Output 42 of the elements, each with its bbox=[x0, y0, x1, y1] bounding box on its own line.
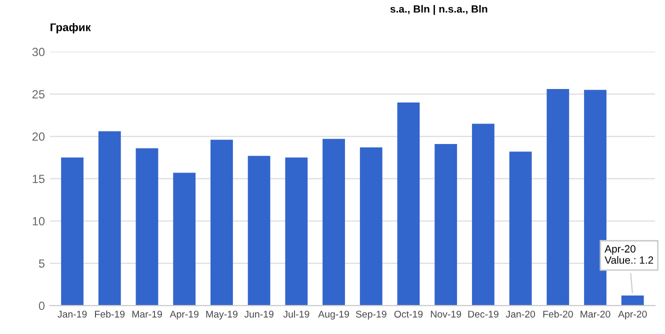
x-tick-label: Jun-19 bbox=[244, 310, 274, 318]
x-tick-label: Apr-20 bbox=[618, 310, 647, 320]
x-tick-label: Dec-19 bbox=[468, 310, 498, 318]
x-tick-label: Feb-20 bbox=[543, 310, 573, 318]
x-tick-label: Oct-19 bbox=[394, 310, 423, 318]
bar bbox=[173, 172, 196, 306]
x-tick-label: Mar-19 bbox=[132, 310, 162, 318]
bar bbox=[210, 140, 233, 306]
x-tick-label: Mar-20 bbox=[580, 310, 610, 318]
bar bbox=[397, 102, 420, 306]
y-tick-label: 5 bbox=[38, 259, 45, 268]
y-tick-label: 15 bbox=[32, 174, 45, 184]
bar bbox=[584, 90, 606, 306]
bar bbox=[248, 156, 270, 306]
x-tick-label: Jul-19 bbox=[283, 310, 310, 318]
y-tick-label: 20 bbox=[32, 132, 45, 141]
bar bbox=[61, 158, 84, 306]
bar bbox=[546, 89, 570, 306]
bar bbox=[322, 138, 345, 306]
annotation: Apr-20 Value.: 1.2 bbox=[604, 245, 654, 264]
y-tick-label: 25 bbox=[32, 90, 45, 98]
y-tick-label: 30 bbox=[32, 48, 45, 56]
x-tick-label: Jan-19 bbox=[58, 310, 87, 318]
x-tick-label: Sep-19 bbox=[356, 310, 386, 320]
bar bbox=[136, 148, 158, 306]
bar bbox=[472, 124, 494, 306]
y-tick-label: 10 bbox=[32, 217, 45, 226]
x-tick-label: May-19 bbox=[206, 310, 238, 320]
chart-subtitle: s.a., Bln | n.s.a., Bln bbox=[390, 5, 488, 15]
bar bbox=[285, 158, 308, 306]
bar bbox=[360, 147, 382, 306]
x-tick-label: Aug-19 bbox=[318, 310, 349, 320]
x-tick-label: Feb-19 bbox=[95, 310, 125, 318]
bar bbox=[434, 144, 458, 306]
bar bbox=[509, 152, 532, 306]
bar bbox=[98, 131, 121, 306]
x-tick-label: Jan-20 bbox=[506, 310, 536, 318]
x-tick-label: Nov-19 bbox=[430, 310, 462, 318]
x-tick-label: Apr-19 bbox=[170, 310, 198, 320]
bar bbox=[621, 295, 644, 306]
chart-title: График bbox=[50, 23, 91, 34]
y-tick-label: 0 bbox=[38, 302, 45, 310]
